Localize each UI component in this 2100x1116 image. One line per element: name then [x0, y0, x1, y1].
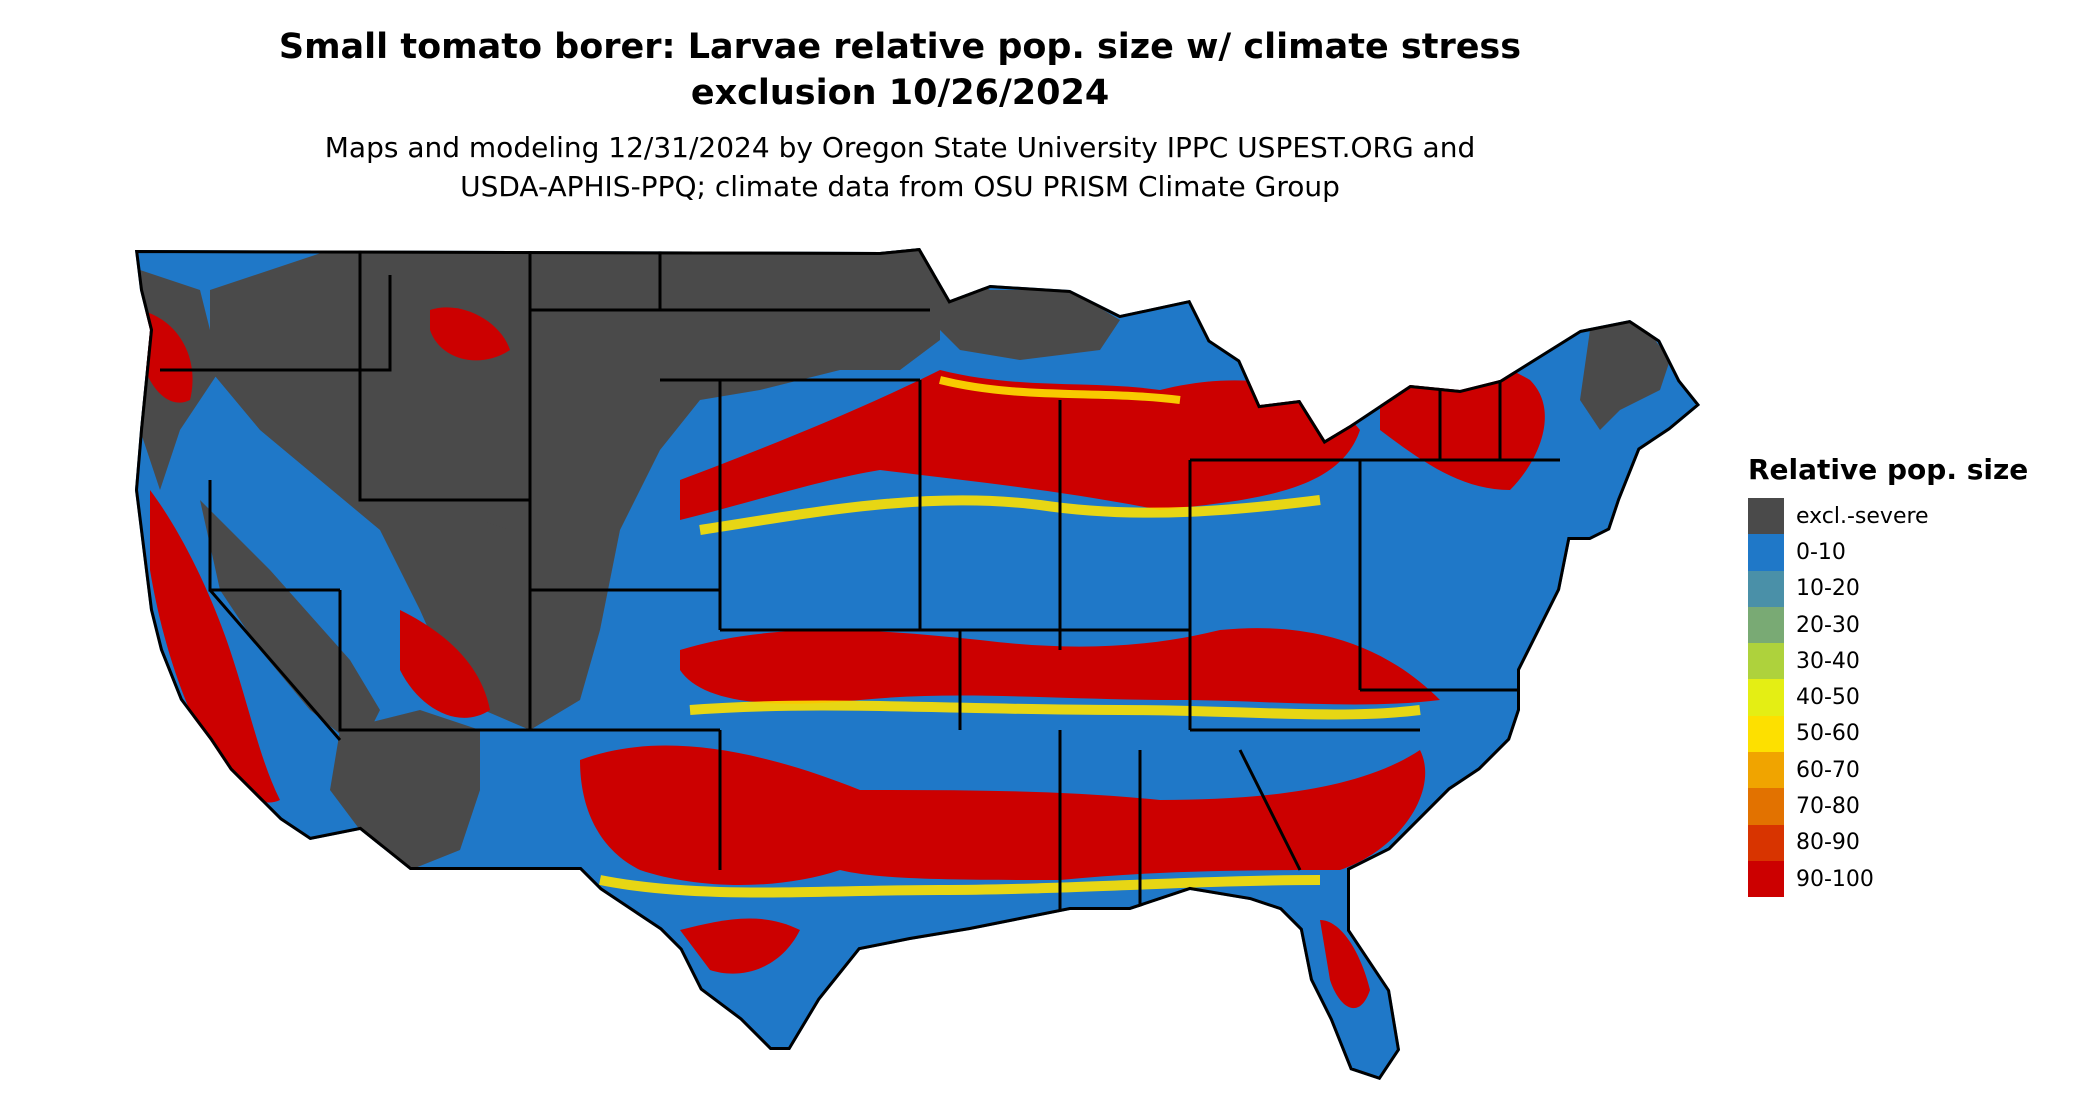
- legend-item: 80-90: [1748, 824, 2028, 861]
- legend-item: 0-10: [1748, 534, 2028, 571]
- legend-swatch: [1748, 860, 1784, 898]
- map-title: Small tomato borer: Larvae relative pop.…: [190, 24, 1610, 116]
- map-subtitle: Maps and modeling 12/31/2024 by Oregon S…: [190, 128, 1610, 206]
- high-population-areas: [140, 307, 1545, 1009]
- legend-item: 60-70: [1748, 752, 2028, 789]
- state-boundaries: [160, 248, 1560, 910]
- suitability-layer: [135, 248, 1700, 1080]
- legend-title: Relative pop. size: [1748, 453, 2029, 486]
- high-gulf-coast: [680, 918, 800, 974]
- high-texas-band: [580, 745, 1426, 885]
- high-northeast: [1380, 356, 1545, 490]
- legend-swatch: [1748, 643, 1784, 680]
- legend-swatch: [1748, 606, 1784, 644]
- legend-label: 20-30: [1796, 612, 1860, 638]
- high-southwest: [400, 610, 490, 718]
- subtitle-line-2: USDA-APHIS-PPQ; climate data from OSU PR…: [460, 170, 1340, 203]
- legend-item: excl.-severe: [1748, 498, 2028, 535]
- excluded-great-basin: [200, 500, 380, 750]
- map-legend: Relative pop. size excl.-severe 0-10 10-20…: [1748, 452, 2029, 898]
- legend-swatch: [1748, 715, 1784, 753]
- high-montana: [430, 307, 510, 361]
- excluded-rockies: [440, 510, 520, 610]
- legend-label: 0-10: [1796, 539, 1846, 565]
- high-pacific-northwest: [140, 310, 193, 403]
- excluded-desert-southwest: [330, 710, 480, 870]
- legend-items: excl.-severe 0-10 10-20 20-30 30-40 40-50 50-6…: [1748, 498, 2028, 898]
- excluded-north-woods: [920, 250, 1120, 360]
- legend-swatch: [1748, 534, 1784, 571]
- legend-swatch: [1748, 824, 1784, 861]
- legend-label: excl.-severe: [1796, 503, 1929, 529]
- legend-label: 60-70: [1796, 757, 1860, 783]
- legend-item: 70-80: [1748, 788, 2028, 825]
- legend-item: 30-40: [1748, 643, 2028, 680]
- moderate-population-fringe: [599, 376, 1421, 898]
- legend-swatch: [1748, 570, 1784, 607]
- high-florida: [1320, 920, 1370, 1009]
- mid-texas-band: [599, 875, 1321, 898]
- excluded-northern-plains: [210, 248, 940, 730]
- title-line-1: Small tomato borer: Larvae relative pop.…: [278, 27, 1522, 67]
- excluded-new-england: [1580, 320, 1670, 430]
- legend-item: 10-20: [1748, 570, 2028, 607]
- legend-label: 50-60: [1796, 721, 1860, 747]
- legend-item: 40-50: [1748, 679, 2028, 716]
- legend-item: 20-30: [1748, 606, 2028, 644]
- mid-north-band: [939, 376, 1181, 404]
- legend-swatch: [1748, 498, 1784, 535]
- subtitle-line-1: Maps and modeling 12/31/2024 by Oregon S…: [324, 131, 1476, 164]
- legend-swatch: [1748, 788, 1784, 825]
- legend-item: 50-60: [1748, 715, 2028, 753]
- legend-label: 30-40: [1796, 648, 1860, 674]
- legend-item: 90-100: [1748, 860, 2028, 898]
- legend-label: 40-50: [1796, 685, 1860, 711]
- us-map: [135, 248, 1700, 1080]
- title-line-2: exclusion 10/26/2024: [690, 73, 1110, 113]
- legend-label: 80-90: [1796, 830, 1860, 856]
- mid-south-band: [689, 700, 1421, 720]
- legend-label: 70-80: [1796, 794, 1860, 820]
- legend-label: 10-20: [1796, 576, 1860, 602]
- high-california: [150, 490, 280, 803]
- legend-swatch: [1748, 679, 1784, 716]
- mid-central-band: [699, 495, 1321, 535]
- legend-label: 90-100: [1796, 866, 1874, 892]
- legend-swatch: [1748, 752, 1784, 789]
- high-mid-south-band: [680, 628, 1440, 705]
